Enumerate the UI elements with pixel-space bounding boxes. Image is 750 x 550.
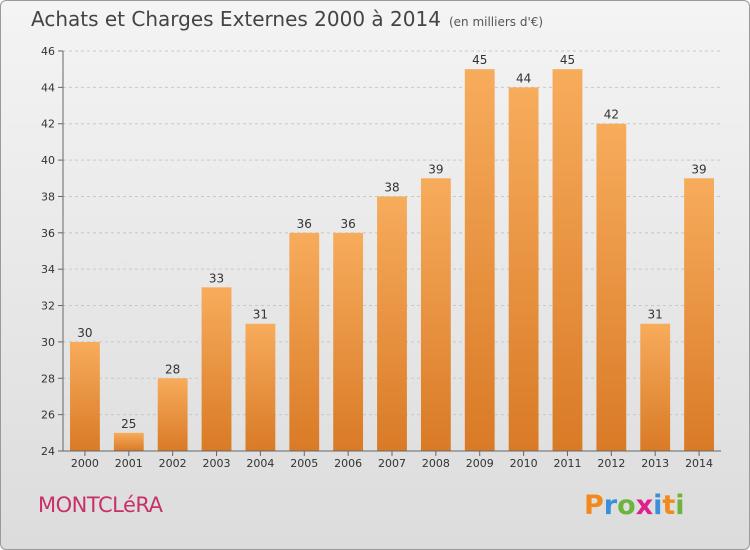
bar <box>377 196 407 451</box>
x-tick-label: 2007 <box>378 457 406 470</box>
axes: 24 26 28 30 32 34 36 38 40 42 44 46 2000 2001 2002 2003… <box>41 45 721 470</box>
data-label: 44 <box>516 71 531 85</box>
x-tick-label: 2008 <box>422 457 450 470</box>
x-tick-label: 2000 <box>71 457 99 470</box>
data-label: 28 <box>165 362 180 376</box>
logo-letter: o <box>617 490 636 521</box>
x-tick-label: 2010 <box>510 457 538 470</box>
logo-letter: P <box>584 490 604 521</box>
y-tick-label: 46 <box>41 45 55 58</box>
logo-letter: x <box>635 490 654 521</box>
proxiti-logo[interactable]: Proxiti <box>584 490 685 521</box>
y-tick-label: 36 <box>41 227 55 240</box>
y-tick-label: 24 <box>41 445 55 458</box>
bar <box>552 69 583 451</box>
bar <box>245 323 276 451</box>
data-label: 36 <box>340 217 355 231</box>
bar <box>70 341 100 451</box>
y-tick-label: 42 <box>41 118 55 131</box>
data-label: 45 <box>560 53 575 67</box>
logo-letter: i <box>653 490 663 521</box>
bar <box>596 123 627 452</box>
data-label: 36 <box>297 217 312 231</box>
logo-letter: t <box>662 490 676 521</box>
x-tick-label: 2006 <box>334 457 362 470</box>
data-label: 30 <box>77 326 92 340</box>
y-tick-label: 28 <box>41 372 55 385</box>
bar <box>684 178 714 452</box>
y-tick-label: 40 <box>41 154 55 167</box>
bars: 30 25 28 33 31 36 36 38 39 45 44 45 42 31 39 <box>70 53 714 452</box>
bar <box>464 69 495 451</box>
x-tick-label: 2014 <box>685 457 713 470</box>
data-label: 25 <box>121 417 136 431</box>
data-label: 42 <box>604 108 619 122</box>
x-tick-label: 2013 <box>641 457 669 470</box>
y-tick-label: 32 <box>41 300 55 313</box>
logo-letter: i <box>675 490 685 521</box>
commune-name: MONTCLéRA <box>38 493 163 517</box>
y-tick-label: 26 <box>41 409 55 422</box>
chart-title-text: Achats et Charges Externes 2000 à 2014 <box>31 7 441 31</box>
bar <box>333 232 364 451</box>
data-label: 39 <box>428 162 443 176</box>
y-tick-label: 34 <box>41 263 55 276</box>
data-label: 38 <box>384 180 399 194</box>
x-tick-label: 2001 <box>115 457 143 470</box>
data-label: 31 <box>648 308 663 322</box>
data-label: 39 <box>691 162 706 176</box>
data-label: 33 <box>209 271 224 285</box>
data-label: 31 <box>253 308 268 322</box>
bar <box>420 178 451 452</box>
bar <box>113 432 144 451</box>
chart-title: Achats et Charges Externes 2000 à 2014 (e… <box>31 7 543 31</box>
x-tick-label: 2012 <box>597 457 625 470</box>
x-tick-label: 2004 <box>246 457 274 470</box>
x-tick-label: 2011 <box>553 457 581 470</box>
y-tick-label: 44 <box>41 81 55 94</box>
x-tick-label: 2003 <box>203 457 231 470</box>
x-tick-label: 2009 <box>466 457 494 470</box>
data-label: 45 <box>472 53 487 67</box>
x-tick-label: 2002 <box>159 457 187 470</box>
chart-subtitle: (en milliers d'€) <box>448 15 544 29</box>
bar <box>201 287 232 451</box>
y-tick-label: 30 <box>41 336 55 349</box>
logo-letter: r <box>603 490 618 521</box>
bar <box>157 378 188 451</box>
bar <box>508 87 539 451</box>
x-tick-label: 2005 <box>290 457 318 470</box>
bar <box>289 232 320 451</box>
y-tick-label: 38 <box>41 190 55 203</box>
bar <box>640 323 671 451</box>
